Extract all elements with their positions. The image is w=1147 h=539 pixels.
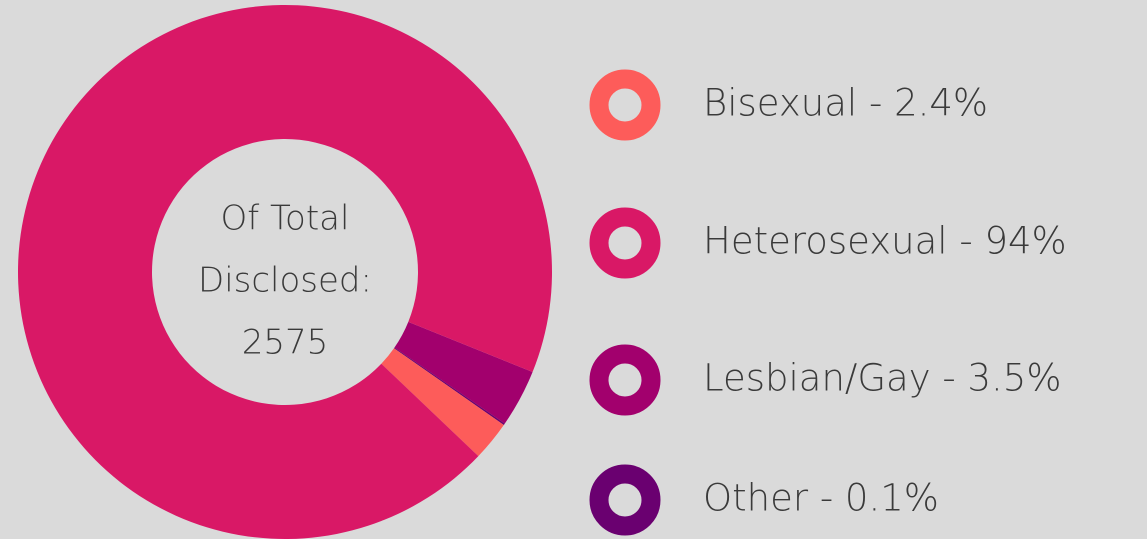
legend-swatch [589, 344, 661, 416]
center-label: Disclosed: [198, 261, 372, 301]
center-label: Of Total [221, 199, 350, 239]
legend-swatch [589, 69, 661, 141]
donut-slice [394, 347, 505, 425]
donut-slice [394, 321, 533, 424]
donut-slice [18, 4, 553, 539]
donut-slice [381, 348, 504, 457]
legend-label: Heterosexual - 94% [703, 220, 1067, 263]
legend-label: Bisexual - 2.4% [703, 82, 988, 125]
center-label: 2575 [242, 323, 329, 363]
legend-swatch [589, 464, 661, 536]
legend-label: Other - 0.1% [703, 477, 939, 520]
legend-swatch [589, 207, 661, 279]
legend-label: Lesbian/Gay - 3.5% [703, 357, 1061, 400]
